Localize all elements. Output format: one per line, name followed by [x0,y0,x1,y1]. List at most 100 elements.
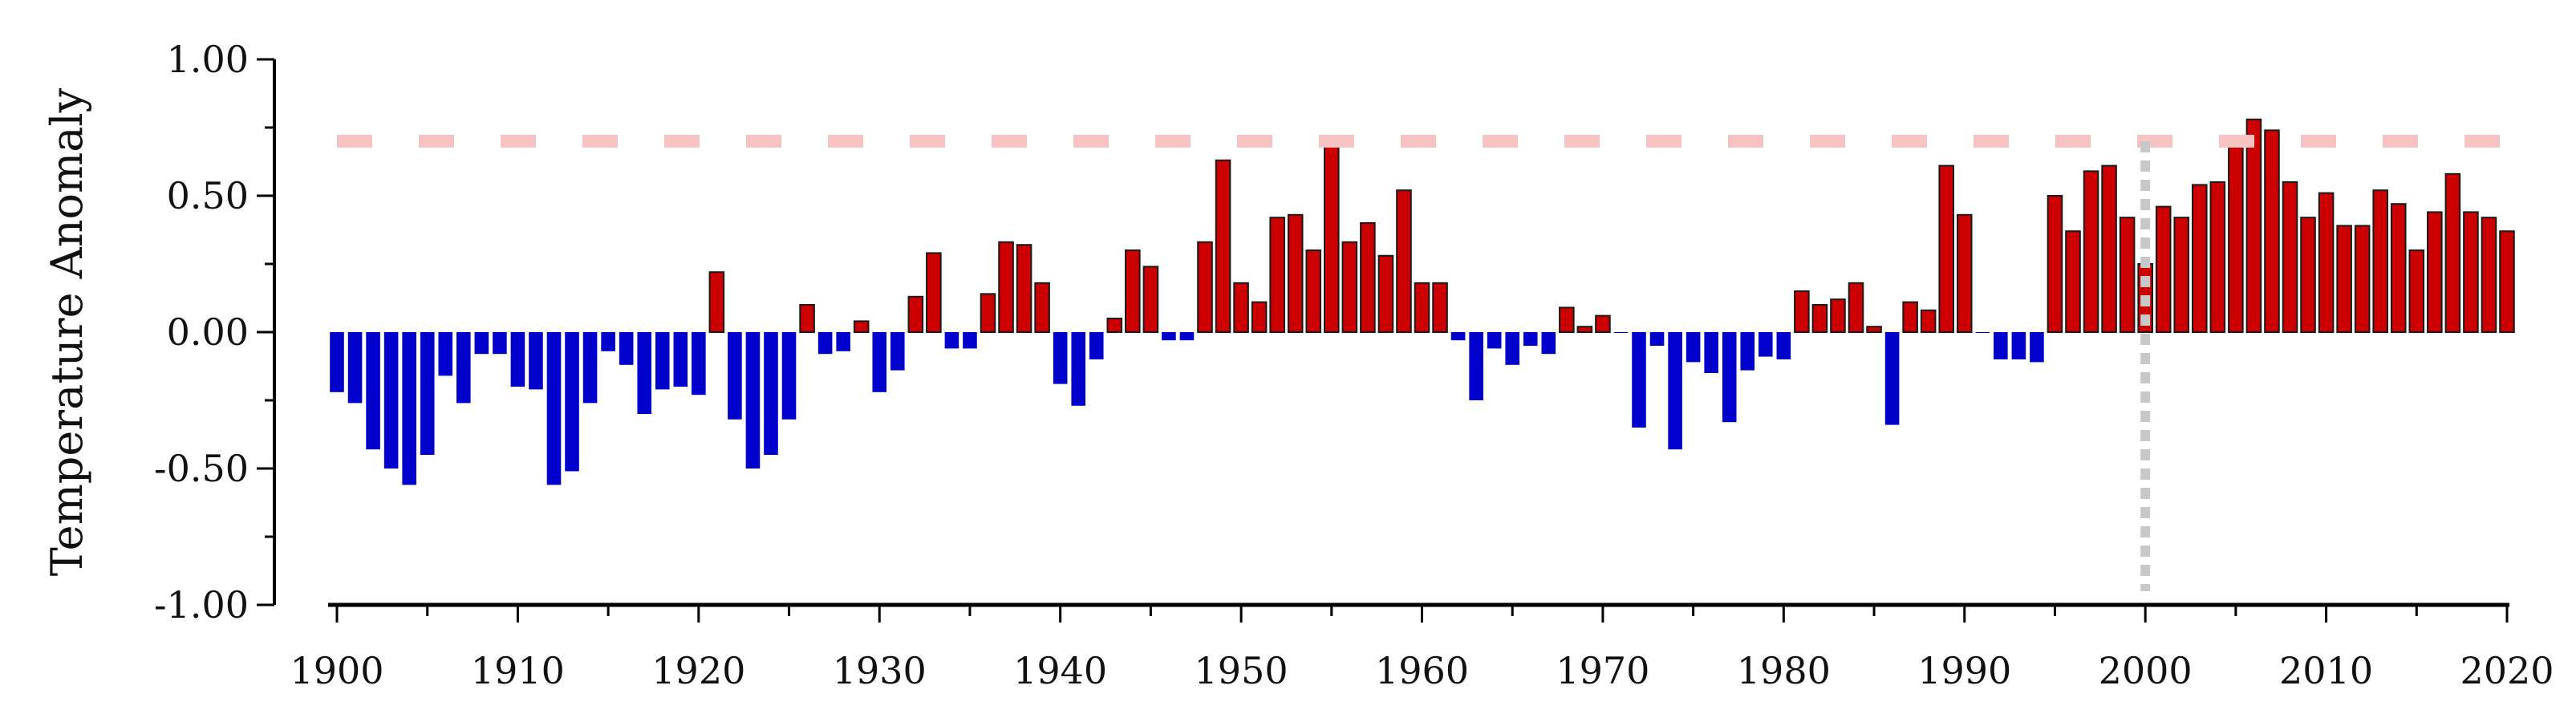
bar-1933 [926,252,942,333]
bar-1928 [836,332,850,351]
bar-1941 [1071,332,1085,406]
bar-1929 [853,320,870,333]
bar-1955 [1324,140,1340,333]
bar-1959 [1396,189,1412,333]
bar-2008 [2282,181,2298,333]
bar-2001 [2155,205,2172,333]
bar-1963 [1469,332,1483,400]
bar-1974 [1668,332,1682,450]
bar-1904 [402,332,416,485]
bar-1935 [963,332,977,349]
bar-2013 [2372,189,2388,333]
bar-2012 [2354,225,2371,333]
bar-1992 [1994,332,2008,359]
bar-1925 [781,332,797,420]
x-tick-label: 1970 [1556,649,1649,692]
x-tick-label: 1910 [471,649,565,692]
bar-1979 [1759,332,1773,357]
bar-1976 [1704,332,1718,373]
bar-1943 [1106,318,1123,333]
bar-1920 [692,332,706,395]
y-axis-title: Temperature Anomaly [42,87,92,576]
bar-1910 [510,332,525,387]
x-tick-label: 2000 [2099,649,2193,692]
y-tick-label: 1.00 [167,38,249,81]
bar-1964 [1487,332,1502,349]
bar-1960 [1414,282,1430,333]
bar-1975 [1686,332,1701,363]
bar-1961 [1432,282,1448,333]
bar-1990 [1956,213,1973,333]
bar-2018 [2463,211,2479,333]
bar-series [330,118,2515,485]
bar-1900 [330,332,344,392]
bar-1901 [347,332,363,404]
bar-1952 [1269,217,1285,334]
bar-1939 [1034,282,1050,333]
bar-1966 [1523,332,1538,346]
bar-1936 [980,293,996,333]
bar-2019 [2481,217,2497,334]
bar-1982 [1811,304,1828,333]
bar-1977 [1722,332,1737,423]
bar-1938 [1016,244,1032,334]
bar-2011 [2336,225,2352,333]
bar-1949 [1215,159,1231,333]
bar-1903 [383,332,399,468]
bar-1988 [1920,309,1937,333]
bar-1978 [1740,332,1755,371]
bar-1996 [2065,230,2081,334]
x-axis: 1900 1910 1920 1930 1940 1950 1960 1970 1980 1990… [290,602,2554,692]
bar-2007 [2264,129,2280,333]
x-tick-label: 1900 [290,649,383,692]
bar-1918 [655,332,670,390]
bar-1911 [529,332,543,390]
x-tick-label: 1950 [1195,649,1288,692]
bar-2010 [2318,192,2335,333]
bar-1958 [1377,254,1394,333]
x-tick-label: 2010 [2279,649,2373,692]
y-tick-label: -0.50 [154,447,249,490]
bar-2003 [2192,184,2208,333]
bar-1950 [1233,282,1249,333]
bar-1912 [546,332,562,485]
bar-1998 [2101,164,2117,333]
x-tick-label: 1960 [1375,649,1469,692]
bar-1919 [673,332,688,387]
bar-1994 [2030,332,2044,363]
bar-1984 [1848,282,1864,333]
bar-1907 [456,332,471,404]
bar-1987 [1902,301,1918,334]
bar-1948 [1197,241,1213,333]
bar-1985 [1866,326,1882,334]
x-tick-label: 1940 [1013,649,1107,692]
x-tick-label: 1930 [833,649,927,692]
bar-1922 [728,332,742,420]
bar-1916 [619,332,634,365]
x-tick-label: 1980 [1737,649,1831,692]
bar-1946 [1162,332,1176,341]
bar-1981 [1794,290,1810,333]
bar-1968 [1559,306,1575,333]
bar-1999 [2119,217,2136,334]
bar-1997 [2083,170,2099,333]
bar-1934 [944,332,959,349]
bar-1993 [2011,332,2026,359]
bar-2005 [2228,135,2244,333]
bar-1954 [1305,249,1322,333]
bar-1991 [1975,332,1990,333]
bar-1913 [565,332,579,472]
bar-1945 [1142,266,1159,333]
bar-1942 [1089,332,1104,359]
x-tick-label: 2020 [2460,649,2554,692]
bar-1909 [493,332,507,355]
bar-1951 [1251,301,1268,334]
bar-1930 [872,332,887,392]
y-axis: 1.00 0.50 0.00 -0.50 -1.00 [154,38,276,627]
bar-1915 [601,332,615,351]
bar-1914 [582,332,598,404]
bar-1931 [890,332,905,371]
bar-1902 [366,332,380,450]
bar-1957 [1360,222,1376,333]
